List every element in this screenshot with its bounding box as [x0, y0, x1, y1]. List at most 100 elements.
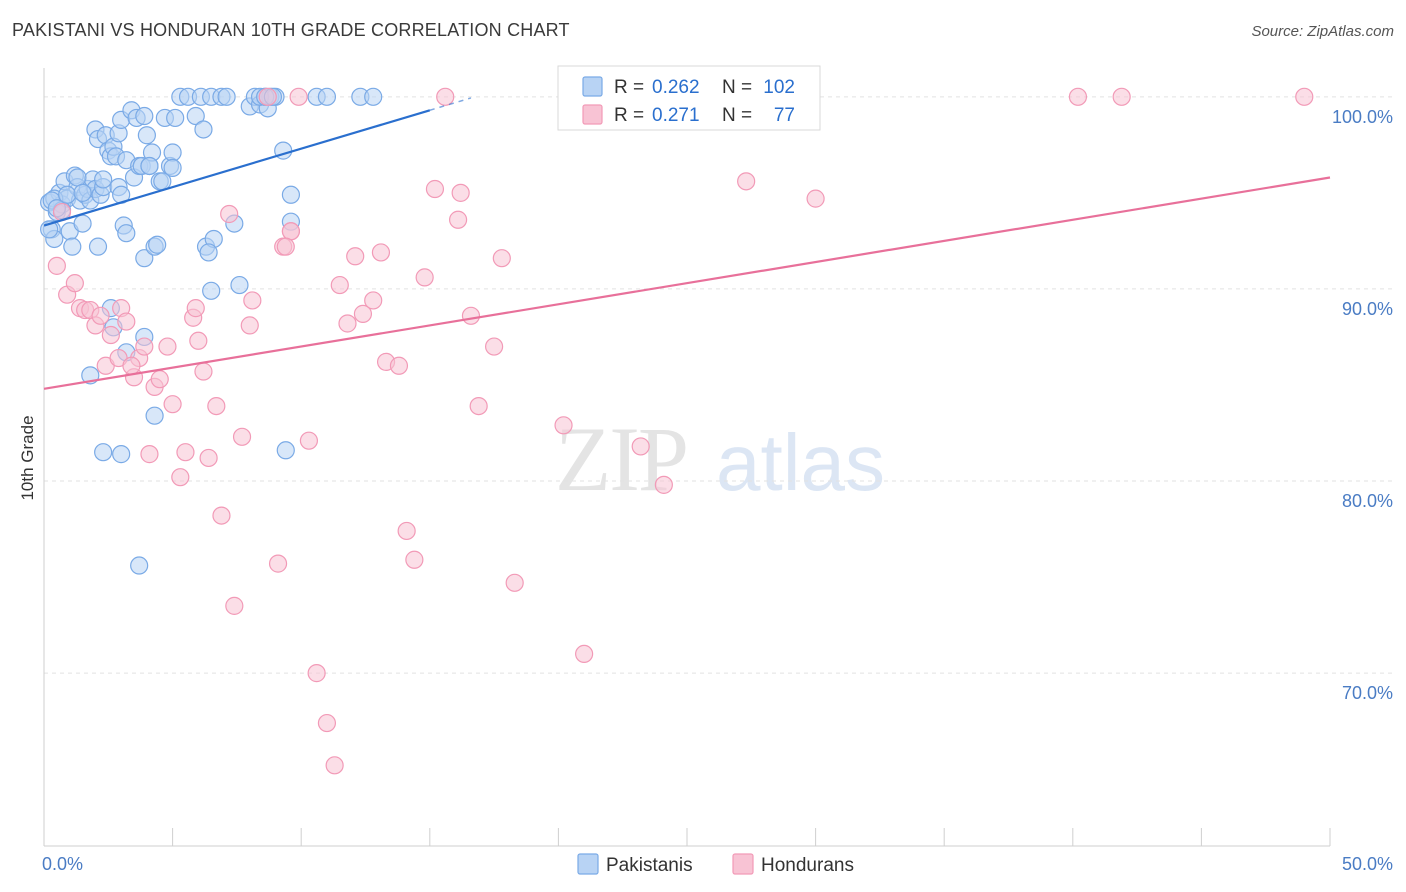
hondurans-point-43 — [325, 756, 344, 775]
stats-row-1: R = 0.271 N = 77 — [582, 104, 795, 126]
hondurans-point-19 — [150, 370, 169, 389]
hondurans-point-39 — [289, 87, 308, 106]
hondurans-point-69 — [806, 189, 825, 208]
hondurans-point-46 — [346, 247, 365, 266]
hondurans-point-22 — [171, 468, 190, 487]
pakistanis-point-58 — [186, 106, 205, 126]
hondurans-point-48 — [364, 291, 383, 310]
svg-text:ZIP: ZIP — [555, 408, 687, 510]
hondurans-point-36 — [268, 554, 288, 573]
pakistanis-point-9 — [63, 237, 82, 256]
hondurans-point-49 — [371, 243, 391, 262]
stats-r-label-1: R = — [614, 105, 644, 126]
stats-swatch-0 — [582, 76, 603, 97]
legend-label-pakistanis: Pakistanis — [606, 855, 693, 876]
hondurans-point-60 — [469, 396, 488, 416]
stats-r-value-1: 0.271 — [652, 105, 700, 126]
hondurans-trend-line — [43, 176, 1331, 390]
pakistanis-point-93 — [199, 243, 218, 262]
hondurans-point-56 — [436, 87, 455, 106]
pakistanis-point-67 — [230, 275, 249, 295]
source-label: Source: ZipAtlas.com — [1251, 23, 1394, 40]
hondurans-point-64 — [554, 416, 573, 435]
hondurans-point-73 — [122, 356, 141, 375]
pakistanis-point-54 — [163, 158, 182, 177]
hondurans-point-52 — [397, 521, 416, 541]
hondurans-point-31 — [225, 596, 244, 615]
pakistanis-point-91 — [130, 556, 149, 575]
pakistanis-point-24 — [94, 170, 113, 189]
stats-n-value-0: 102 — [763, 77, 795, 98]
pakistanis-point-88 — [94, 443, 113, 462]
pakistanis-point-81 — [364, 87, 383, 106]
y-tick-label-3: 70.0% — [1342, 683, 1393, 703]
y-axis-label: 10th Grade — [18, 415, 37, 500]
pakistanis-point-92 — [202, 281, 221, 300]
pakistanis-trend-line — [43, 109, 431, 227]
hondurans-point-70 — [1068, 87, 1088, 106]
hondurans-point-20 — [158, 337, 177, 356]
hondurans-point-44 — [330, 275, 349, 295]
series-hondurans — [47, 87, 1314, 775]
pakistanis-point-97 — [140, 156, 159, 176]
hondurans-point-10 — [101, 325, 120, 345]
pakistanis-point-87 — [145, 406, 164, 425]
hondurans-point-16 — [135, 337, 154, 356]
hondurans-point-40 — [299, 431, 319, 450]
pakistanis-point-53 — [163, 143, 182, 162]
legend-swatch-hondurans — [732, 853, 754, 875]
hondurans-point-26 — [194, 362, 213, 381]
series-legend: Pakistanis Hondurans — [577, 853, 854, 876]
hondurans-point-45 — [338, 314, 357, 333]
pakistanis-trend-extension — [429, 97, 472, 111]
hondurans-point-29 — [212, 506, 231, 525]
hondurans-point-28 — [207, 396, 226, 416]
pakistanis-point-20 — [88, 237, 108, 256]
hondurans-point-53 — [405, 550, 424, 569]
y-tick-label-1: 90.0% — [1342, 299, 1393, 319]
stats-swatch-1 — [582, 104, 603, 125]
gridlines — [44, 96, 1392, 674]
hondurans-point-71 — [1112, 87, 1131, 106]
stats-n-label-0: N = — [722, 77, 752, 98]
hondurans-point-25 — [189, 331, 208, 350]
hondurans-point-42 — [317, 713, 337, 733]
legend-item-hondurans: Hondurans — [732, 853, 854, 876]
pakistanis-point-43 — [135, 249, 154, 268]
hondurans-point-62 — [492, 249, 511, 268]
stats-r-value-0: 0.262 — [652, 77, 700, 98]
hondurans-point-68 — [737, 172, 756, 191]
x-ticks — [43, 828, 1331, 846]
pakistanis-point-98 — [68, 168, 87, 187]
hondurans-point-57 — [451, 183, 470, 202]
hondurans-point-47 — [353, 304, 373, 323]
pakistanis-point-13 — [73, 214, 92, 233]
hondurans-point-3 — [65, 274, 84, 293]
hondurans-point-0 — [47, 256, 66, 275]
y-tick-label-0: 100.0% — [1332, 107, 1393, 127]
hondurans-point-74 — [281, 222, 301, 241]
hondurans-point-30 — [220, 204, 239, 224]
hondurans-point-65 — [575, 644, 594, 664]
stats-row-0: R = 0.262 N = 102 — [582, 76, 795, 98]
x-tick-label-1: 50.0% — [1342, 854, 1393, 874]
pakistanis-point-42 — [135, 106, 154, 126]
hondurans-point-67 — [654, 475, 673, 494]
hondurans-point-32 — [232, 427, 252, 446]
pakistanis-point-44 — [137, 126, 156, 145]
hondurans-point-59 — [461, 306, 481, 325]
pakistanis-point-60 — [194, 120, 213, 139]
stats-legend: R = 0.262 N = 102 R = 0.271 N = 77 — [557, 65, 821, 131]
hondurans-point-41 — [307, 664, 326, 683]
hondurans-point-8 — [91, 306, 110, 325]
hondurans-point-17 — [140, 445, 159, 464]
hondurans-point-23 — [176, 443, 195, 462]
pakistanis-point-104 — [73, 183, 92, 202]
pakistanis-point-79 — [317, 87, 337, 106]
hondurans-point-63 — [505, 573, 524, 592]
legend-item-pakistanis: Pakistanis — [577, 853, 693, 876]
pakistanis-point-89 — [112, 445, 131, 464]
hondurans-point-21 — [163, 395, 182, 414]
hondurans-point-58 — [448, 210, 468, 229]
